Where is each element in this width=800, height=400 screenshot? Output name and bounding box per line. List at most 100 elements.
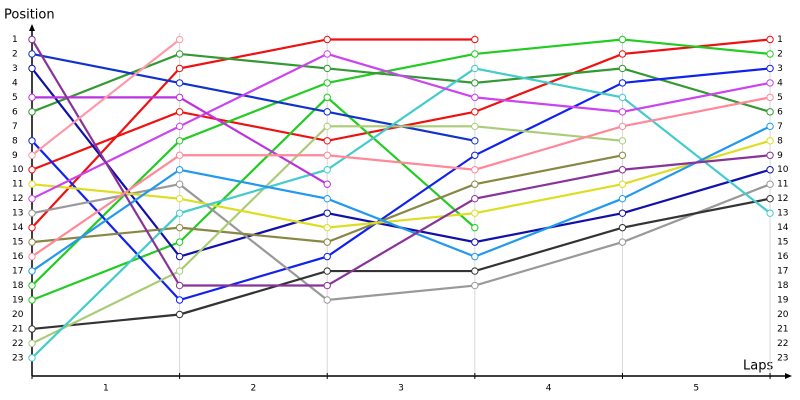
y-tick-label: 22: [12, 339, 23, 349]
series-line: [31, 67, 771, 359]
y-tick-label-right: 19: [777, 296, 789, 306]
point-marker: [28, 166, 36, 174]
point-marker: [28, 35, 36, 44]
point-marker: [175, 223, 184, 232]
point-marker: [175, 79, 184, 87]
point-marker: [618, 35, 627, 44]
point-marker: [766, 122, 774, 131]
point-marker: [175, 122, 184, 131]
point-marker: [323, 166, 331, 174]
x-axis-label: Laps: [743, 359, 773, 374]
point-marker: [471, 122, 479, 131]
x-tick-label: 2: [251, 384, 257, 394]
point-marker: [766, 166, 774, 174]
y-tick-label: 10: [12, 165, 24, 175]
y-tick-label: 6: [12, 107, 18, 117]
y-tick-label: 16: [12, 252, 24, 262]
series-line: [31, 38, 771, 287]
point-marker: [175, 50, 184, 58]
point-marker: [323, 238, 331, 246]
point-marker: [766, 93, 774, 102]
point-marker: [766, 151, 774, 159]
y-tick-label: 23: [12, 353, 23, 363]
y-tick-label-right: 8: [777, 136, 783, 146]
y-tick-label: 12: [12, 194, 23, 204]
point-marker: [323, 180, 331, 188]
y-tick-label: 9: [12, 151, 18, 161]
point-marker: [28, 180, 36, 188]
point-marker: [618, 223, 627, 232]
point-marker: [323, 252, 331, 261]
point-marker: [471, 50, 479, 58]
point-marker: [175, 194, 184, 203]
point-marker: [618, 108, 627, 116]
point-marker: [323, 296, 331, 304]
y-tick-label: 19: [12, 296, 24, 306]
y-tick-label-right: 18: [777, 281, 789, 291]
point-marker: [618, 64, 627, 73]
series-line: [31, 52, 771, 200]
point-marker: [618, 166, 627, 174]
point-marker: [323, 50, 331, 58]
y-tick-label-right: 1: [777, 35, 783, 45]
point-marker: [28, 108, 36, 116]
y-tick-label-right: 16: [777, 252, 789, 262]
x-tick-label: 4: [546, 384, 552, 394]
y-tick-label: 15: [12, 238, 23, 248]
y-tick-label: 18: [12, 281, 24, 291]
series-line: [31, 67, 771, 302]
point-marker: [28, 151, 36, 159]
point-marker: [766, 50, 774, 58]
point-marker: [618, 93, 627, 102]
x-tick-label: 5: [693, 384, 699, 394]
y-tick-label: 1: [12, 35, 18, 45]
point-marker: [471, 238, 479, 246]
y-tick-label-right: 12: [777, 194, 788, 204]
point-marker: [28, 354, 36, 362]
point-marker: [323, 64, 331, 73]
y-tick-label: 2: [12, 49, 18, 59]
point-marker: [618, 180, 627, 188]
point-marker: [175, 180, 184, 188]
series-line: [31, 139, 771, 229]
y-tick-label-right: 22: [777, 339, 788, 349]
series-line: [31, 38, 771, 287]
y-tick-label: 17: [12, 267, 23, 277]
y-tick-label: 14: [12, 223, 24, 233]
point-marker: [28, 252, 36, 261]
point-marker: [28, 50, 36, 58]
point-marker: [28, 296, 36, 304]
series-line: [31, 38, 475, 229]
point-marker: [323, 108, 331, 116]
y-tick-label: 13: [12, 209, 23, 219]
point-marker: [28, 238, 36, 246]
point-marker: [175, 166, 184, 174]
x-axis-arrow: [785, 373, 792, 379]
point-marker: [323, 151, 331, 159]
y-tick-label: 5: [12, 93, 18, 103]
y-tick-label-right: 17: [777, 267, 788, 277]
point-marker: [471, 180, 479, 188]
point-marker: [28, 267, 36, 275]
point-marker: [28, 223, 36, 232]
point-marker: [618, 151, 627, 159]
y-tick-label-right: 21: [777, 324, 788, 334]
point-marker: [471, 79, 479, 87]
point-marker: [766, 137, 774, 145]
point-marker: [175, 310, 184, 319]
point-marker: [28, 209, 36, 217]
y-tick-label: 20: [12, 310, 24, 320]
point-marker: [323, 194, 331, 203]
point-marker: [175, 137, 184, 145]
point-marker: [323, 267, 331, 275]
series-line: [31, 52, 771, 113]
y-tick-label: 8: [12, 136, 18, 146]
point-marker: [618, 137, 627, 145]
y-tick-label: 11: [12, 180, 23, 190]
y-tick-label: 7: [12, 122, 18, 132]
point-marker: [471, 151, 479, 159]
point-marker: [175, 267, 184, 275]
point-marker: [175, 281, 184, 290]
y-tick-label-right: 2: [777, 49, 783, 59]
